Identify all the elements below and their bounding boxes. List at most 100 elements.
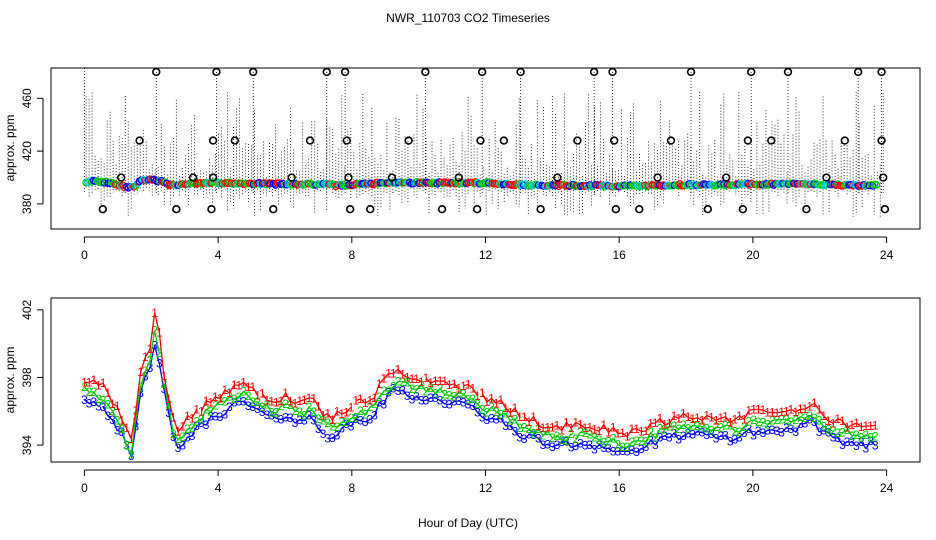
series-3-point: 3: [362, 415, 369, 429]
series-1-point: 1: [479, 386, 486, 400]
bottom-y-axis-label: approx. ppm: [3, 347, 17, 414]
series-2-point: 2: [423, 384, 430, 398]
series-1-point: 1: [212, 390, 219, 404]
series-3-point: 3: [783, 421, 790, 435]
series-1-point: 1: [572, 416, 579, 430]
bottom-y-axis: 394 398 402: [20, 300, 44, 455]
outlier-point: [499, 136, 509, 145]
series-1-point: 1: [292, 396, 299, 410]
series-3-point: 3: [717, 429, 724, 443]
series-3-point: 3: [348, 419, 355, 433]
series-3-point: 3: [81, 393, 88, 407]
series-3-point: 3: [189, 429, 196, 443]
outlier-point: [207, 205, 216, 214]
series-3-point: 3: [268, 409, 275, 423]
series-1-point: 1: [792, 405, 799, 419]
data-point: [768, 179, 776, 188]
series-1-point: 1: [371, 391, 378, 405]
series-1-point: 1: [858, 420, 865, 434]
series-1-point: 1: [231, 378, 238, 392]
series-3-point: 3: [834, 431, 841, 445]
series-3-point: 3: [170, 430, 177, 444]
series-2-point: 2: [839, 425, 846, 439]
series-1-point: 1: [198, 405, 205, 419]
series-3-point: 3: [713, 431, 720, 445]
series-1-point: 1: [498, 393, 505, 407]
series-1-point: 1: [451, 377, 458, 391]
series-3-point: 3: [699, 425, 706, 439]
series-1-point: 1: [170, 411, 177, 425]
series-2-point: 2: [582, 426, 589, 440]
data-point: [869, 182, 877, 190]
series-3-point: 3: [867, 434, 874, 448]
series-2-point: 2: [596, 433, 603, 447]
series-2-point: 2: [825, 423, 832, 437]
series-1-point: 1: [114, 399, 121, 413]
series-3-point: 3: [231, 396, 238, 410]
outlier-point: [287, 173, 296, 182]
outlier-point: [666, 136, 676, 145]
outlier-point: [404, 136, 413, 145]
outlier-point: [230, 136, 240, 145]
series-2-point: 2: [652, 431, 659, 445]
series-1-point: 1: [839, 414, 846, 428]
data-point: [586, 181, 594, 189]
series-2-point: 2: [362, 408, 369, 422]
series-3-point: 3: [409, 392, 416, 406]
series-2-point: 2: [86, 385, 93, 399]
series-1-point: 1: [90, 373, 97, 387]
outlier-point: [879, 173, 888, 182]
series-1-point: 1: [390, 367, 397, 381]
series-2-point: 2: [615, 437, 622, 451]
series-2-point: 2: [643, 434, 650, 448]
series-2-point: 2: [441, 388, 448, 402]
series-3-point: 3: [554, 438, 561, 452]
top-plot-marks: [82, 67, 890, 218]
outlier-point: [609, 136, 619, 145]
series-3-point: 3: [175, 441, 182, 455]
series-3-point: 3: [596, 438, 603, 452]
series-3-point: 3: [474, 405, 481, 419]
series-1-point: 1: [671, 409, 678, 423]
series-1-point: 1: [404, 370, 411, 384]
series-2-point: 2: [334, 420, 341, 434]
top-plot-frame: [50, 67, 921, 230]
outlier-point: [516, 67, 525, 77]
outlier-point: [98, 205, 108, 214]
data-point: [284, 179, 293, 188]
series-1-point: 1: [512, 401, 519, 415]
series-2-point: 2: [179, 430, 186, 444]
top-x-tick-label: 20: [746, 248, 760, 262]
series-2-point: 2: [577, 425, 584, 439]
series-2-line: [83, 330, 160, 457]
series-1-point: 1: [615, 427, 622, 441]
series-2-point: 2: [811, 411, 818, 425]
series-1-point: 1: [530, 410, 537, 424]
series-2-point: 2: [240, 384, 247, 398]
series-1-point: 1: [418, 375, 425, 389]
series-2-point: 2: [694, 419, 701, 433]
series-2-point: 2: [750, 413, 757, 427]
data-point: [674, 181, 682, 190]
series-1-point: 1: [324, 407, 331, 421]
series-3-point: 3: [568, 440, 575, 454]
series-1-point: 1: [179, 419, 186, 433]
outlier-point: [208, 173, 218, 182]
series-1-point: 1: [207, 396, 214, 410]
series-3-point: 3: [418, 394, 425, 408]
data-point: [600, 183, 609, 191]
series-2-point: 2: [264, 397, 271, 411]
bottom-x-tick-label: 8: [348, 481, 355, 495]
series-3-point: 3: [198, 416, 205, 430]
series-1-point: 1: [460, 379, 467, 393]
series-2-point: 2: [806, 409, 813, 423]
series-1-point: 1: [381, 372, 388, 386]
series-2-point: 2: [619, 440, 626, 454]
series-1-point: 1: [774, 406, 781, 420]
series-2-point: 2: [254, 395, 261, 409]
series-1-point: 1: [848, 418, 855, 432]
series-3-point: 3: [792, 425, 799, 439]
series-2-point: 2: [605, 434, 612, 448]
series-1-point: 1: [287, 395, 294, 409]
